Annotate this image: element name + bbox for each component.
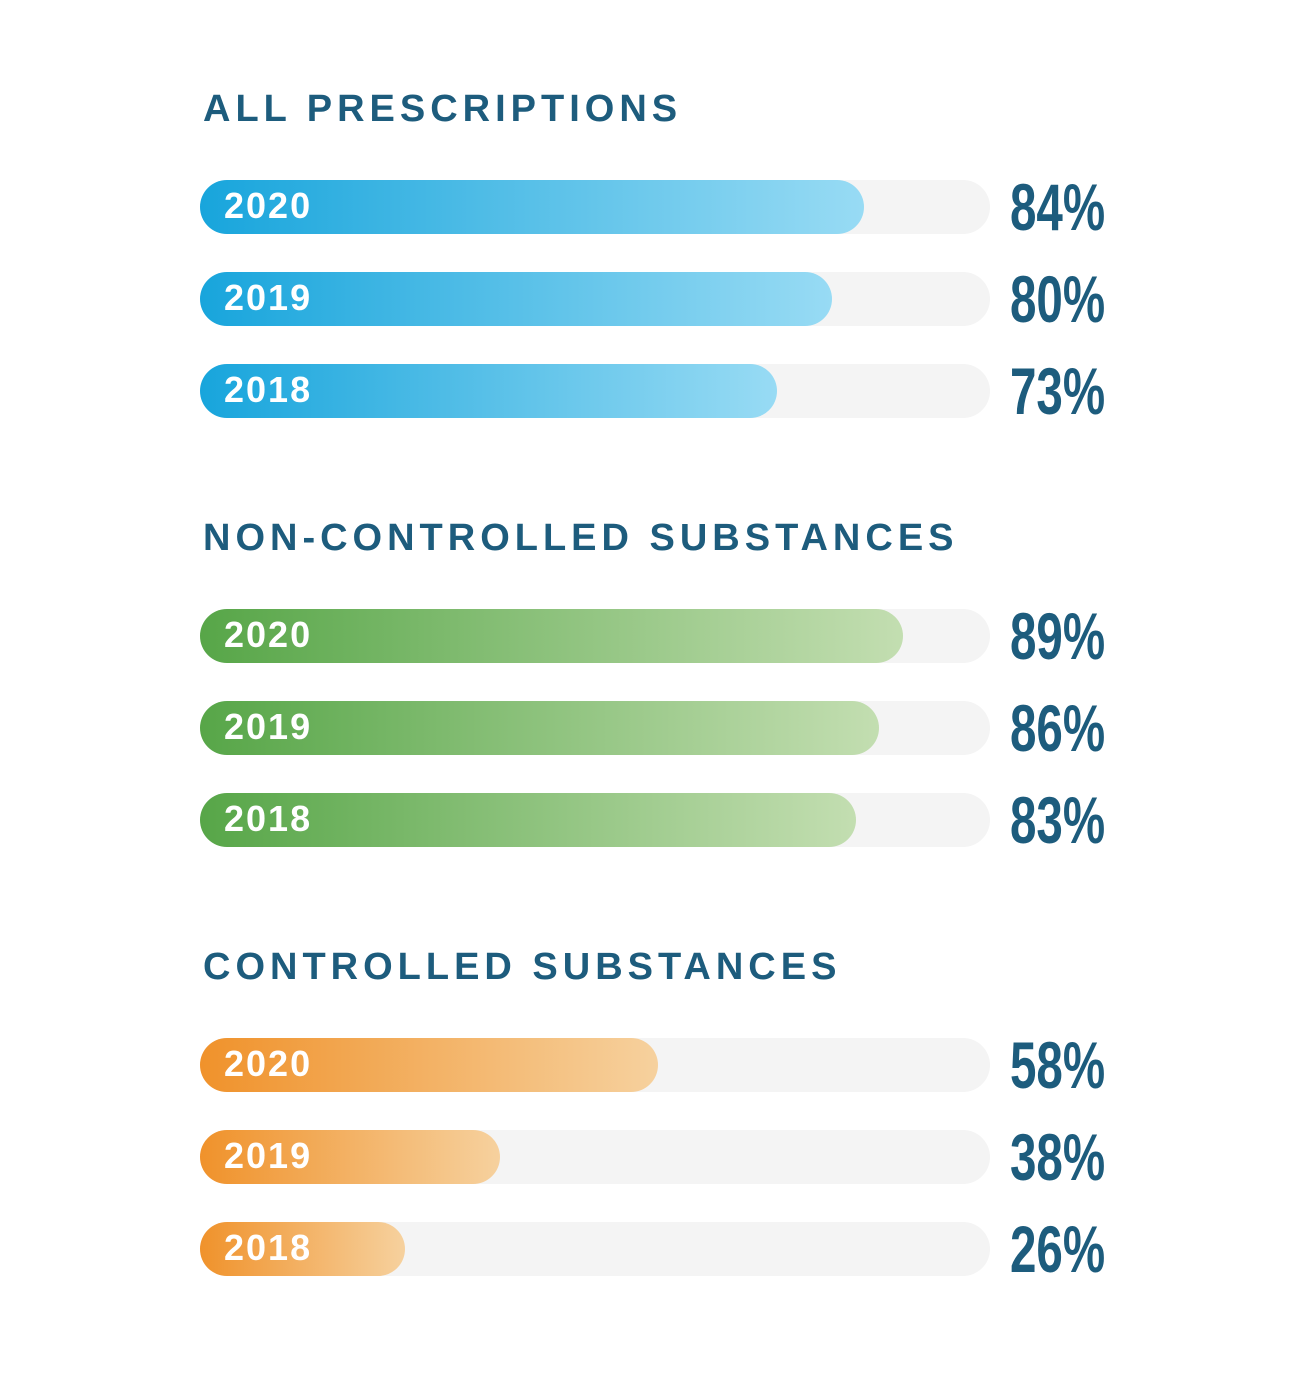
bar-year-label: 2019 (224, 706, 313, 748)
bar-track: 2018 (200, 1222, 990, 1276)
bar-value-label: 80% (1010, 262, 1106, 336)
group-title: ALL PRESCRIPTIONS (203, 88, 683, 130)
group-rows: 2020 58% 2019 38% 2018 26% (200, 1032, 1313, 1282)
bar-track: 2019 (200, 1130, 990, 1184)
bar-year-label: 2018 (224, 1227, 313, 1269)
bar-year-label: 2019 (224, 277, 313, 319)
bar-year-label: 2020 (224, 614, 313, 656)
bar-row: 2019 38% (200, 1124, 1313, 1190)
chart-group: CONTROLLED SUBSTANCES 2020 58% 2019 38% … (200, 946, 1313, 1282)
group-rows: 2020 89% 2019 86% 2018 83% (200, 603, 1313, 853)
bar-row: 2019 80% (200, 266, 1313, 332)
group-title: NON-CONTROLLED SUBSTANCES (203, 517, 959, 559)
group-rows: 2020 84% 2019 80% 2018 73% (200, 174, 1313, 424)
bar-fill: 2018 (200, 1222, 406, 1276)
bar-year-label: 2019 (224, 1135, 313, 1177)
bar-track: 2018 (200, 364, 990, 418)
bar-value-label: 86% (1010, 691, 1106, 765)
bar-row: 2018 83% (200, 787, 1313, 853)
bar-fill: 2018 (200, 793, 856, 847)
bar-row: 2019 86% (200, 695, 1313, 761)
bar-row: 2018 73% (200, 358, 1313, 424)
bar-year-label: 2018 (224, 798, 313, 840)
bar-value-label: 84% (1010, 170, 1106, 244)
bar-fill: 2018 (200, 364, 777, 418)
bar-track: 2019 (200, 701, 990, 755)
bar-fill: 2019 (200, 272, 832, 326)
bar-value-label: 38% (1010, 1120, 1106, 1194)
bar-value-label: 26% (1010, 1212, 1106, 1286)
bar-track: 2020 (200, 609, 990, 663)
group-title: CONTROLLED SUBSTANCES (203, 946, 842, 988)
bar-value-label: 89% (1010, 599, 1106, 673)
bar-fill: 2019 (200, 1130, 501, 1184)
bar-row: 2018 26% (200, 1216, 1313, 1282)
bar-row: 2020 89% (200, 603, 1313, 669)
bar-value-label: 58% (1010, 1028, 1106, 1102)
bar-row: 2020 84% (200, 174, 1313, 240)
bar-track: 2018 (200, 793, 990, 847)
bar-value-label: 73% (1010, 354, 1106, 428)
bar-fill: 2020 (200, 180, 864, 234)
bar-track: 2019 (200, 272, 990, 326)
bar-row: 2020 58% (200, 1032, 1313, 1098)
bar-year-label: 2020 (224, 1043, 313, 1085)
bar-track: 2020 (200, 180, 990, 234)
chart-group: ALL PRESCRIPTIONS 2020 84% 2019 80% 2018… (200, 88, 1313, 424)
bar-fill: 2020 (200, 609, 904, 663)
chart-group: NON-CONTROLLED SUBSTANCES 2020 89% 2019 … (200, 517, 1313, 853)
bar-year-label: 2018 (224, 369, 313, 411)
bar-fill: 2020 (200, 1038, 659, 1092)
bar-year-label: 2020 (224, 185, 313, 227)
bar-fill: 2019 (200, 701, 880, 755)
bar-track: 2020 (200, 1038, 990, 1092)
bar-chart: ALL PRESCRIPTIONS 2020 84% 2019 80% 2018… (200, 88, 1313, 1282)
bar-value-label: 83% (1010, 783, 1106, 857)
